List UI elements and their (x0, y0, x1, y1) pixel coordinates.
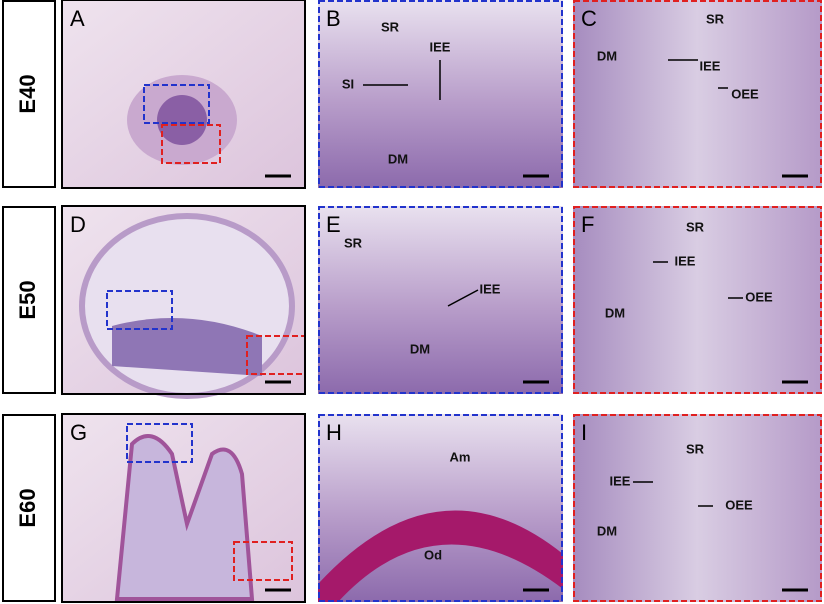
panel-letter: I (581, 420, 587, 445)
tissue-label: DM (605, 305, 625, 320)
panel-letter: F (581, 212, 594, 237)
enamel (318, 510, 563, 602)
inset-box (161, 124, 221, 164)
row: E60 G H Am Od I SR IEE DM OEE (2, 413, 822, 603)
panel: H Am Od (318, 414, 563, 602)
tissue-label: OEE (745, 289, 773, 304)
tissue-label: DM (410, 341, 430, 356)
tissue-label: SR (686, 441, 705, 456)
tissue-label: SR (686, 219, 705, 234)
tissue (114, 434, 255, 601)
stage-label: E50 (15, 280, 40, 319)
panel-letter: B (326, 6, 341, 31)
panel-image (573, 206, 822, 394)
tissue-label: SR (706, 11, 725, 26)
row: E40 A B SR IEE SI DM C SR DM IEE OEE (2, 0, 822, 189)
tissue-label: SR (381, 19, 400, 34)
tissue-label: IEE (480, 281, 501, 296)
panel: F SR IEE DM OEE (573, 206, 822, 394)
panel-letter: G (70, 420, 87, 445)
stage-box (2, 206, 56, 394)
tissue-label: IEE (610, 473, 631, 488)
panel-letter: A (70, 6, 85, 31)
panel-letter: C (581, 6, 597, 31)
tissue-label: DM (388, 151, 408, 166)
panel-border (318, 0, 563, 188)
panel: G (61, 413, 306, 603)
inset-box (143, 84, 210, 124)
tissue-label: IEE (430, 39, 451, 54)
tissue-label: Am (450, 449, 471, 464)
pointer-line (447, 289, 479, 307)
panel: I SR IEE DM OEE (573, 414, 822, 602)
inset-box (233, 541, 293, 581)
inset-box (106, 290, 173, 330)
panel-image (573, 414, 822, 602)
tissue-label: IEE (700, 58, 721, 73)
stage-label: E40 (15, 74, 40, 113)
tissue-label: SR (344, 235, 363, 250)
inset-box (126, 423, 193, 463)
tissue-label: DM (597, 523, 617, 538)
stage-box (2, 0, 56, 188)
panel-letter: H (326, 420, 342, 445)
tissue-label: Od (424, 547, 442, 562)
panel: B SR IEE SI DM (318, 0, 563, 188)
panel-letter: E (326, 212, 341, 237)
tissue-label: DM (597, 48, 617, 63)
tissue-label: OEE (731, 86, 759, 101)
panel-letter: D (70, 212, 86, 237)
panel-border (61, 205, 306, 395)
tissue (157, 95, 207, 145)
panel: D (61, 205, 306, 399)
panel: A (61, 0, 306, 189)
tissue-label: OEE (725, 497, 753, 512)
stage-box (2, 414, 56, 602)
tissue-label: SI (342, 76, 354, 91)
tissue-label: IEE (675, 253, 696, 268)
panel-border (318, 414, 563, 602)
panel: C SR DM IEE OEE (573, 0, 822, 188)
panel-border (61, 413, 306, 603)
panel: ESR IEE DM (318, 206, 563, 394)
panel-border (318, 206, 563, 394)
panel-image (573, 0, 822, 188)
panel-image (318, 206, 563, 394)
tissue (112, 318, 262, 376)
stage-label: E60 (15, 488, 40, 527)
panel-border (61, 0, 306, 189)
